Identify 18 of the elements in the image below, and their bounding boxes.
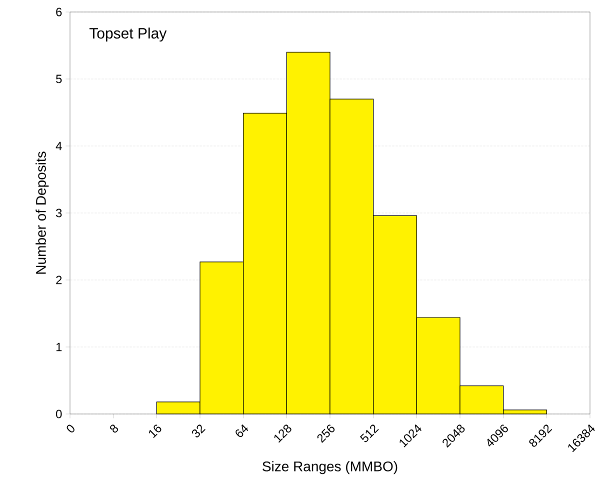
x-tick-label: 64 [236, 424, 248, 438]
y-tick-label: 0 [56, 410, 62, 418]
x-tick-label: 512 [360, 424, 379, 442]
x-tick-label: 32 [192, 424, 206, 438]
text: Topset Play [89, 28, 167, 42]
x-tick-label: 16 [149, 424, 162, 438]
x-tick-label: 256 [317, 424, 335, 443]
y-tick-label: 4 [56, 142, 62, 150]
x-axis-title: Size Ranges (MMBO) [262, 461, 398, 474]
x-tick-label: 0 [66, 424, 74, 432]
y-tick-label: 6 [56, 8, 62, 16]
y-tick-label: 5 [56, 74, 62, 84]
y-tick-label: 2 [56, 276, 62, 284]
x-tick-label: 128 [274, 424, 292, 443]
y-tick-label: 1 [56, 342, 62, 352]
x-tick-label: 8 [110, 424, 118, 433]
y-axis-title: Number of Deposits [36, 152, 49, 274]
y-tick-label: 3 [56, 208, 62, 218]
